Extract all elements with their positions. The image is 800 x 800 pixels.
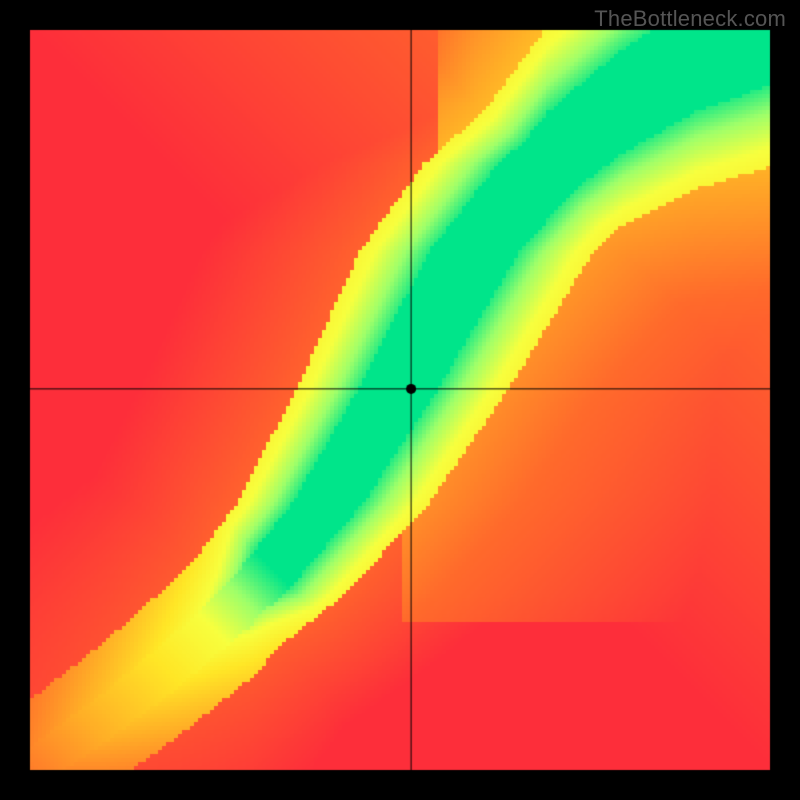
bottleneck-heatmap xyxy=(0,0,800,800)
watermark-text: TheBottleneck.com xyxy=(594,6,786,32)
